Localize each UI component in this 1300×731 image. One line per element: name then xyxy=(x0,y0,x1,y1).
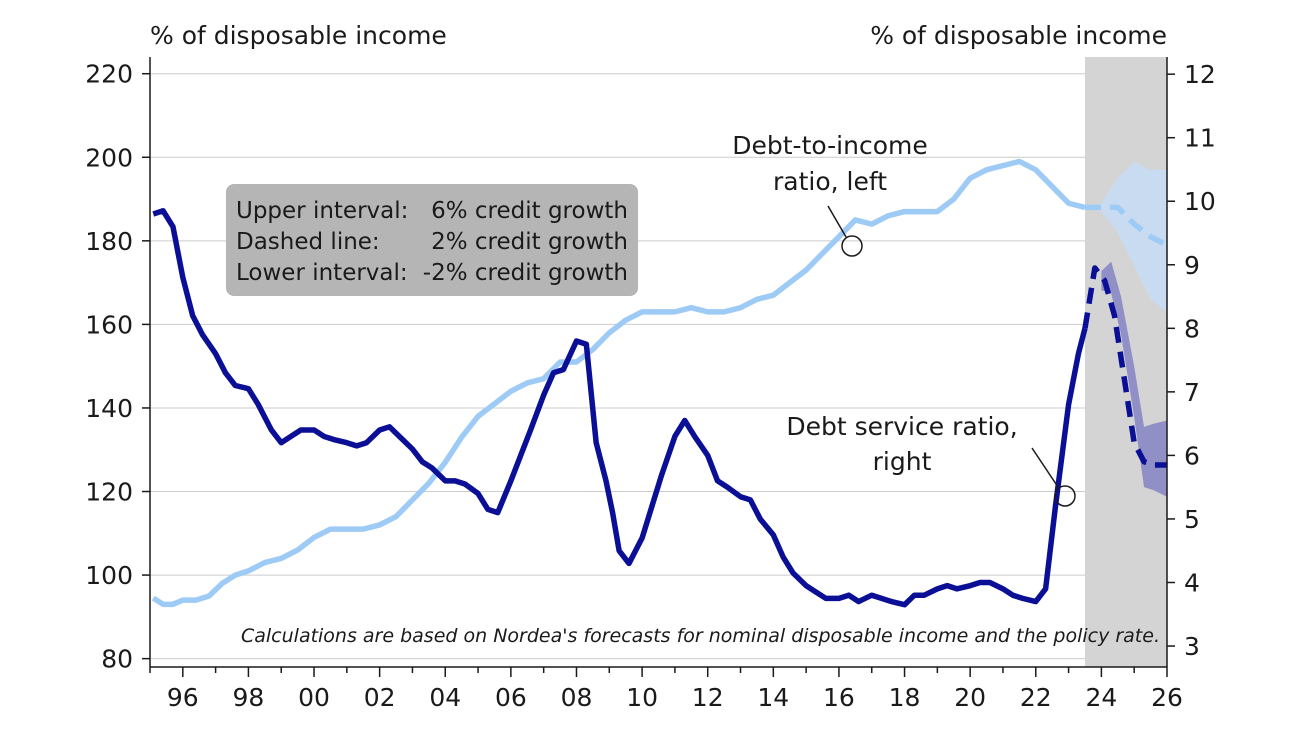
x-tick-label-10: 10 xyxy=(626,683,658,712)
footnote: Calculations are based on Nordea's forec… xyxy=(241,625,1160,647)
series-lines xyxy=(151,158,1169,608)
x-tick-label-16: 16 xyxy=(823,683,855,712)
x-tick-label-18: 18 xyxy=(889,683,921,712)
x-tick-label-26: 26 xyxy=(1151,683,1183,712)
right-tick-label-7: 7 xyxy=(1184,378,1200,407)
right-tick-label-3: 3 xyxy=(1184,632,1200,661)
left-axis-title: % of disposable income xyxy=(150,21,447,50)
forecast-interval-bands xyxy=(1084,161,1167,497)
band-debt-service xyxy=(1101,261,1167,497)
x-tick-label-06: 06 xyxy=(495,683,527,712)
series-line-3 xyxy=(1082,265,1167,468)
x-tick-label-14: 14 xyxy=(757,683,789,712)
annotation-dsr-line-2: right xyxy=(873,447,932,476)
right-tick-label-9: 9 xyxy=(1184,251,1200,280)
left-tick-label-140: 140 xyxy=(85,394,133,423)
series-line-0 xyxy=(151,158,1086,608)
left-tick-label-80: 80 xyxy=(101,645,133,674)
x-tick-label-22: 22 xyxy=(1020,683,1052,712)
legend-box-background xyxy=(226,184,638,296)
annotation-dsr-leader-line xyxy=(1031,447,1059,488)
right-axis-title: % of disposable income xyxy=(870,21,1167,50)
right-axis-ticks: 3 4 5 6 7 8 9 10 11 12 xyxy=(1167,60,1216,661)
right-tick-label-12: 12 xyxy=(1184,60,1216,89)
x-tick-label-04: 04 xyxy=(429,683,461,712)
legend-box: Upper interval: 6% credit growth Dashed … xyxy=(226,184,638,296)
x-tick-label-00: 00 xyxy=(298,683,330,712)
annotation-dti-line-2: ratio, left xyxy=(773,167,887,196)
left-tick-label-120: 120 xyxy=(85,478,133,507)
left-axis-ticks: 80 100 120 140 160 180 200 220 xyxy=(85,60,150,674)
legend-row-dashed-value: 2% credit growth xyxy=(431,229,628,255)
left-tick-label-160: 160 xyxy=(85,310,133,339)
x-tick-label-96: 96 xyxy=(167,683,199,712)
x-tick-label-12: 12 xyxy=(692,683,724,712)
annotation-debt-to-income: Debt-to-income ratio, left xyxy=(732,131,928,257)
legend-row-dashed-label: Dashed line: xyxy=(236,229,380,255)
annotation-dti-marker-circle xyxy=(841,235,863,257)
legend-row-lower-value: -2% credit growth xyxy=(423,260,628,286)
right-tick-label-10: 10 xyxy=(1184,187,1216,216)
x-axis-ticks: 96 98 00 02 04 06 08 10 12 14 16 18 20 22 24 26 xyxy=(149,667,1183,712)
legend-row-upper-value: 6% credit growth xyxy=(431,198,628,224)
x-tick-label-24: 24 xyxy=(1085,683,1117,712)
series-line-2 xyxy=(152,208,1088,608)
annotation-dti-leader-line xyxy=(827,205,847,238)
left-tick-label-220: 220 xyxy=(85,60,133,89)
x-tick-label-08: 08 xyxy=(561,683,593,712)
x-tick-label-20: 20 xyxy=(954,683,986,712)
left-tick-label-100: 100 xyxy=(85,561,133,590)
right-tick-label-6: 6 xyxy=(1184,441,1200,470)
left-tick-label-200: 200 xyxy=(85,143,133,172)
x-tick-label-02: 02 xyxy=(364,683,396,712)
annotation-dsr-line-1: Debt service ratio, xyxy=(786,412,1017,441)
left-tick-label-180: 180 xyxy=(85,227,133,256)
axes xyxy=(149,57,1168,668)
legend-row-upper-label: Upper interval: xyxy=(236,198,408,224)
x-tick-label-98: 98 xyxy=(233,683,265,712)
right-tick-label-11: 11 xyxy=(1184,124,1216,153)
band-debt-to-income xyxy=(1084,161,1167,312)
right-tick-label-4: 4 xyxy=(1184,568,1200,597)
annotation-dti-line-1: Debt-to-income xyxy=(732,131,927,160)
legend-row-lower-label: Lower interval: xyxy=(236,260,408,286)
annotation-dsr-marker-circle xyxy=(1054,485,1076,507)
series-line-1 xyxy=(1084,204,1169,248)
right-tick-label-8: 8 xyxy=(1184,314,1200,343)
annotation-debt-service: Debt service ratio, right xyxy=(786,412,1076,507)
right-tick-label-5: 5 xyxy=(1184,505,1200,534)
